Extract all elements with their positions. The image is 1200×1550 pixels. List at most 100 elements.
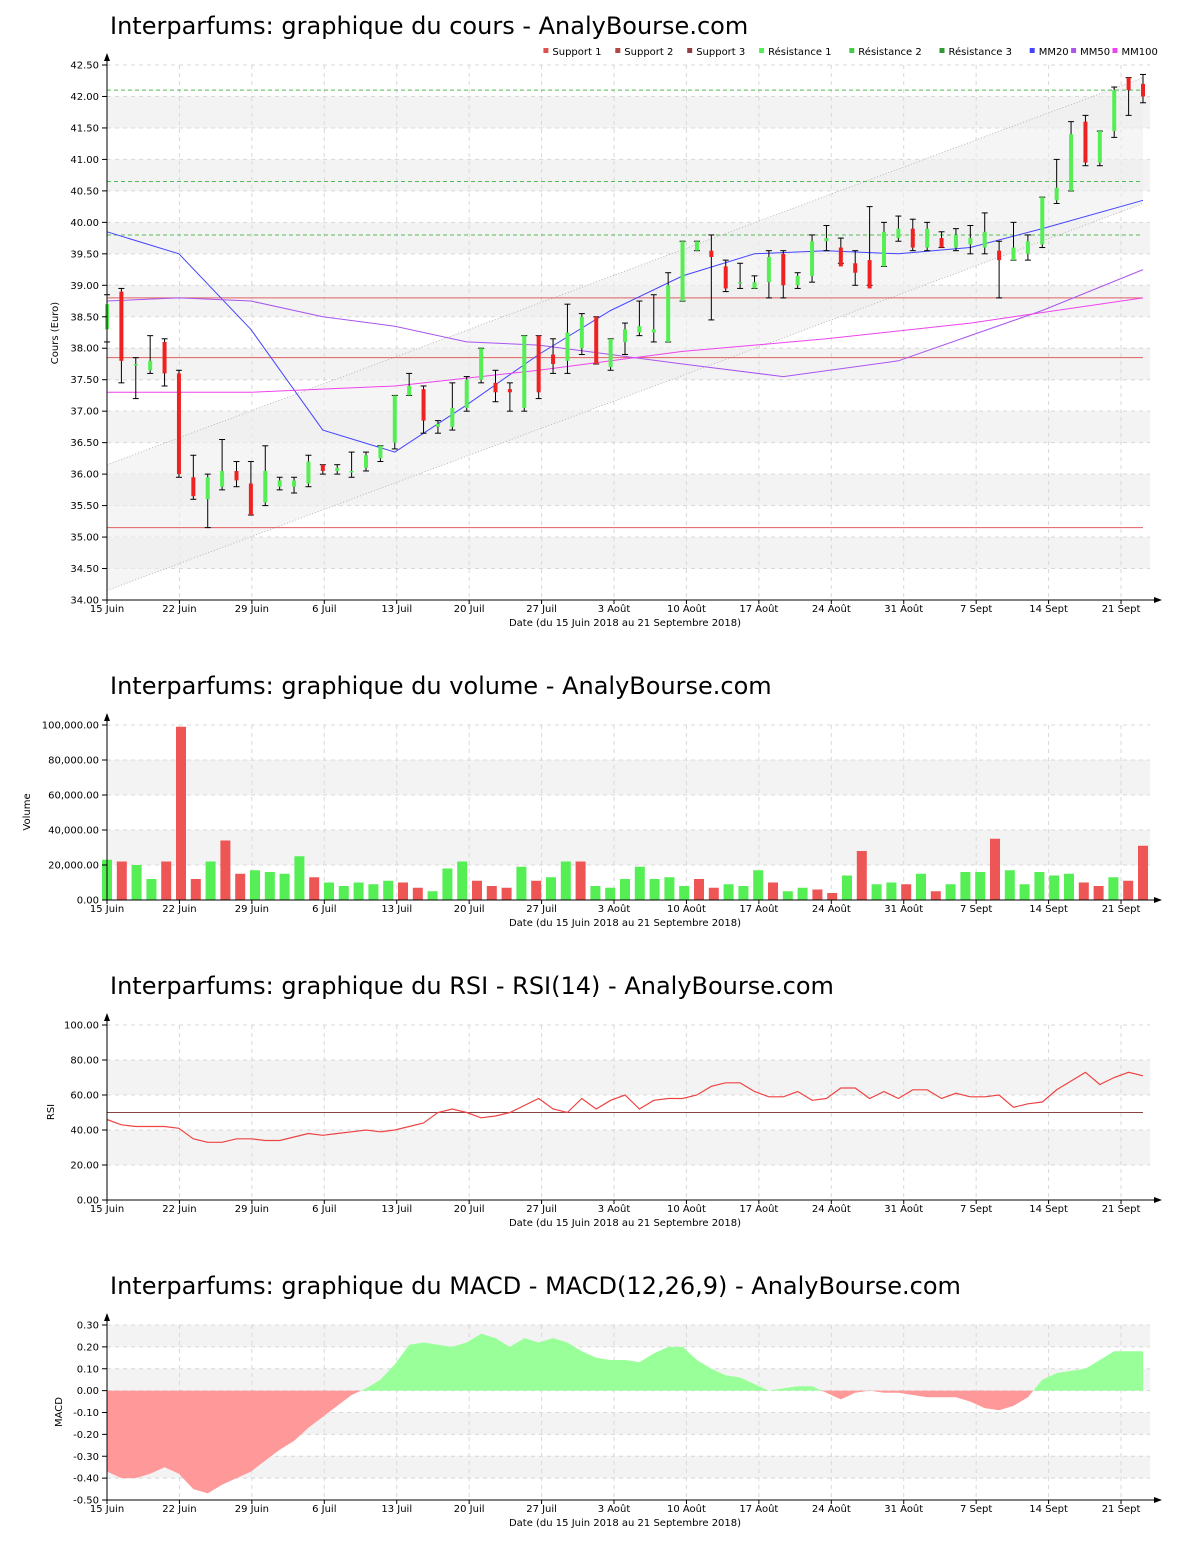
macd-x-tick-label: 24 Août (812, 1503, 851, 1515)
candle-body (551, 354, 556, 364)
volume-bar (679, 886, 690, 900)
mm50-line (106, 269, 1144, 378)
candle-body (479, 348, 484, 380)
macd-x-tick-label: 29 Juin (235, 1504, 269, 1515)
legend-swatch (759, 48, 765, 53)
price-x-tick-label: 20 Juil (454, 604, 485, 615)
volume-x-axis-label: Date (du 15 Juin 2018 au 21 Septembre 20… (509, 918, 741, 929)
candle-body (608, 338, 613, 368)
price-band (107, 96, 1150, 128)
macd-x-tick-label: 13 Juil (381, 1504, 412, 1515)
rsi-x-tick-label: 14 Sept (1029, 1204, 1068, 1215)
volume-x-tick-label: 21 Sept (1102, 904, 1141, 915)
volume-bar (176, 726, 186, 900)
volume-x-tick-label: 17 Août (739, 903, 778, 915)
volume-bar (1004, 870, 1015, 900)
candle-body (493, 382, 498, 393)
macd-chart: Interparfums: graphique du MACD - MACD(1… (54, 1272, 1162, 1529)
volume-bar (634, 866, 645, 900)
candle-body (292, 480, 297, 487)
volume-x-tick-label: 24 Août (812, 903, 851, 915)
rsi-x-tick-label: 24 Août (812, 1203, 851, 1215)
candle-body (392, 395, 397, 443)
macd-y-tick-label: -0.20 (73, 1430, 99, 1441)
price-y-axis-label: Cours (Euro) (50, 302, 61, 365)
volume-y-axis-label: Volume (22, 793, 33, 830)
candle-body (623, 329, 627, 342)
legend-swatch (543, 48, 549, 53)
price-x-tick-label: 31 Août (884, 603, 923, 615)
price-x-tick-label: 3 Août (598, 603, 631, 615)
volume-chart: Interparfums: graphique du volume - Anal… (22, 672, 1162, 929)
volume-bar (768, 882, 778, 900)
macd-x-tick-label: 10 Août (667, 1503, 706, 1515)
trend-channel-upper (106, 77, 1144, 466)
candle-body (637, 326, 642, 333)
price-y-tick-label: 37.50 (70, 375, 99, 386)
macd-x-tick-label: 14 Sept (1029, 1504, 1068, 1515)
price-legend: Support 1 Support 2 Support 3 Résistance 1 R… (543, 46, 1158, 58)
volume-bar (264, 872, 275, 900)
volume-bar (827, 893, 838, 900)
rsi-band (107, 1060, 1150, 1095)
price-x-tick-label: 15 Juin (90, 604, 124, 615)
rsi-x-tick-label: 13 Juil (381, 1204, 412, 1215)
volume-x-tick-label: 20 Juil (454, 904, 485, 915)
volume-bar (531, 880, 542, 900)
candle-body (536, 335, 541, 393)
legend-swatch (615, 48, 621, 53)
macd-y-tick-label: -0.50 (73, 1496, 99, 1507)
rsi-y-tick-label: 60.00 (70, 1091, 99, 1102)
volume-bar (1078, 882, 1089, 900)
volume-bar (945, 884, 956, 900)
candle-body (666, 285, 671, 342)
macd-y-tick-label: -0.40 (73, 1474, 99, 1485)
mm20-line (106, 199, 1144, 453)
candle-body (968, 238, 973, 245)
volume-bar (190, 879, 201, 900)
candle-body (119, 291, 124, 361)
macd-x-axis-arrow (1154, 1497, 1162, 1503)
candle-body (450, 408, 455, 427)
macd-x-tick-label: 7 Sept (960, 1504, 992, 1515)
price-x-tick-label: 22 Juin (162, 604, 196, 615)
price-y-tick-label: 36.00 (70, 470, 99, 481)
macd-y-axis-arrow (104, 1313, 110, 1321)
volume-bar (708, 887, 719, 900)
price-y-tick-label: 38.50 (70, 312, 99, 323)
volume-x-tick-label: 31 Août (884, 903, 923, 915)
rsi-chart-title: Interparfums: graphique du RSI - RSI(14)… (110, 972, 834, 1000)
volume-bar (205, 861, 216, 900)
volume-bar (383, 880, 394, 900)
price-y-axis-arrow (104, 53, 110, 61)
volume-x-tick-label: 6 Juil (312, 904, 336, 915)
rsi-x-tick-label: 10 Août (667, 1203, 706, 1215)
rsi-x-tick-label: 20 Juil (454, 1204, 485, 1215)
volume-x-tick-label: 29 Juin (235, 904, 269, 915)
candle-body (1011, 247, 1016, 261)
volume-bar (886, 882, 897, 900)
candle-body (263, 470, 268, 503)
price-chart-title: Interparfums: graphique du cours - Analy… (110, 12, 748, 40)
legend-entry: MM100 (1122, 47, 1158, 58)
volume-bar (782, 891, 793, 900)
volume-bar (1049, 875, 1060, 900)
macd-band (107, 1456, 1150, 1479)
price-y-tick-label: 37.00 (70, 407, 99, 418)
volume-bar (131, 865, 142, 900)
price-y-tick-label: 42.50 (70, 61, 99, 72)
volume-bar (590, 886, 601, 900)
macd-x-tick-label: 31 Août (884, 1503, 923, 1515)
rsi-y-axis-arrow (104, 1013, 110, 1021)
rsi-x-axis-label: Date (du 15 Juin 2018 au 21 Septembre 20… (509, 1218, 741, 1229)
candle-body (882, 231, 886, 267)
candle-body (565, 332, 570, 361)
candle-body (464, 379, 469, 409)
rsi-x-tick-label: 6 Juil (312, 1204, 336, 1215)
macd-y-tick-label: -0.10 (73, 1408, 99, 1419)
volume-bar (856, 851, 867, 900)
volume-bar (1108, 877, 1119, 900)
price-x-tick-label: 21 Sept (1102, 604, 1141, 615)
candle-body (1069, 134, 1074, 191)
volume-bar (1034, 872, 1045, 900)
